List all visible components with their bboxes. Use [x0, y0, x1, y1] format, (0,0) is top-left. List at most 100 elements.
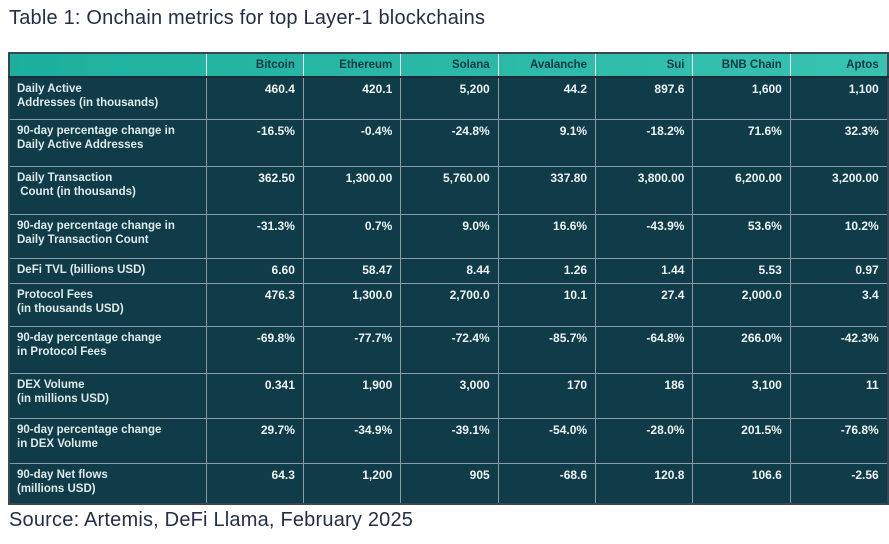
metric-cell: 5.53	[692, 257, 791, 284]
metric-cell: 3,100	[692, 372, 791, 419]
metric-cell: -0.4%	[302, 118, 402, 167]
row-label: DeFi TVL (billions USD)	[8, 257, 207, 284]
row-label-line: 90-day percentage change	[17, 423, 162, 436]
metric-cell: -2.56	[789, 462, 889, 505]
table-row: 90-day percentage change in Protocol Fees…	[8, 325, 889, 374]
row-label-line: Daily Transaction	[17, 171, 113, 184]
metric-cell: 1,600	[692, 76, 791, 120]
metric-cell: -69.8%	[205, 325, 304, 374]
metric-cell: 64.3	[205, 462, 304, 505]
table-row: 90-day percentage change in DEX Volume 29.…	[8, 417, 889, 464]
metric-cell: -76.8%	[789, 417, 889, 464]
metric-cell: 362.50	[205, 165, 304, 215]
metric-cell: 10.1	[497, 282, 597, 327]
metric-cell: 1,300.00	[302, 165, 402, 215]
metric-cell: 9.0%	[400, 213, 499, 259]
metric-cell: 2,700.0	[400, 282, 499, 327]
table-row: Daily Transaction Count (in thousands) 36…	[8, 165, 889, 215]
row-label-line: Daily Active	[17, 83, 82, 95]
row-label-line: 90-day percentage change in	[17, 124, 175, 137]
metric-cell: 0.341	[205, 372, 304, 419]
metric-cell: -34.9%	[302, 417, 402, 464]
column-header-avalanche: Avalanche	[497, 53, 596, 78]
row-label: 90-day percentage change in Daily Active …	[8, 118, 207, 167]
metric-cell: 1,200	[302, 462, 402, 505]
row-label-line: 90-day Net flows	[17, 468, 108, 481]
table-row: 90-day percentage change in Daily Transac…	[8, 213, 889, 259]
metric-cell: 29.7%	[205, 417, 304, 464]
table-row: DEX Volume (in millions USD) 0.341 1,900 3,0…	[8, 372, 889, 419]
row-label: Protocol Fees (in thousands USD)	[8, 282, 207, 327]
metric-cell: 11	[789, 372, 889, 419]
metric-cell: 53.6%	[692, 213, 791, 259]
metric-cell: 10.2%	[789, 213, 889, 259]
metric-cell: 1,900	[302, 372, 402, 419]
metric-cell: 8.44	[400, 257, 499, 284]
column-header-bnb-chain: BNB Chain	[692, 53, 791, 78]
metric-cell: 3,000	[400, 372, 499, 419]
row-label: 90-day Net flows (millions USD)	[8, 462, 207, 505]
table-row: 90-day percentage change in Daily Active …	[8, 118, 889, 167]
metric-cell: 5,200	[400, 76, 499, 120]
row-label-line: (in millions USD)	[17, 392, 109, 405]
metric-cell: 1.26	[497, 257, 597, 284]
row-label-line: 90-day percentage change	[17, 331, 162, 344]
metric-cell: 897.6	[595, 76, 694, 120]
row-label: 90-day percentage change in DEX Volume	[8, 417, 207, 464]
column-header-sui: Sui	[595, 53, 693, 78]
row-label-line: Protocol Fees	[17, 288, 94, 301]
table-row: Daily Active Addresses (in thousands) 460.…	[8, 76, 889, 120]
header-row: Bitcoin Ethereum Solana Avalanche Sui BNB Cha…	[9, 53, 888, 78]
column-header-bitcoin: Bitcoin	[205, 53, 304, 78]
metric-cell: 476.3	[205, 282, 304, 327]
metric-cell: 3,200.00	[789, 165, 889, 215]
source-caption: Source: Artemis, DeFi Llama, February 20…	[9, 509, 414, 531]
row-label-line: 90-day percentage change in	[17, 219, 175, 232]
row-label-line: DEX Volume	[17, 378, 85, 391]
row-label-line: Addresses (in thousands)	[17, 97, 159, 109]
metric-cell: 106.6	[692, 462, 791, 505]
column-header-solana: Solana	[400, 53, 499, 78]
table-title: Table 1: Onchain metrics for top Layer-1…	[9, 7, 486, 29]
metric-cell: -54.0%	[497, 417, 597, 464]
metric-cell: -18.2%	[595, 118, 694, 167]
metric-cell: 5,760.00	[400, 165, 499, 215]
metric-cell: 120.8	[595, 462, 694, 505]
table-body: Daily Active Addresses (in thousands) 460.…	[8, 76, 889, 505]
row-label-line: Daily Transaction Count	[17, 233, 149, 246]
metric-cell: 6.60	[205, 257, 304, 284]
metric-cell: 201.5%	[692, 417, 791, 464]
metric-cell: -39.1%	[400, 417, 499, 464]
metric-cell: 32.3%	[789, 118, 889, 167]
metric-cell: 266.0%	[692, 325, 791, 374]
metric-cell: 1,300.0	[302, 282, 402, 327]
row-label: Daily Transaction Count (in thousands)	[8, 165, 207, 215]
metric-cell: -42.3%	[789, 325, 889, 374]
table-row: 90-day Net flows (millions USD) 64.3 1,200 9…	[8, 462, 889, 505]
metric-cell: -24.8%	[400, 118, 499, 167]
metric-cell: 3.4	[789, 282, 889, 327]
metric-cell: 905	[400, 462, 499, 505]
metric-cell: -68.6	[497, 462, 597, 505]
metrics-table: Bitcoin Ethereum Solana Avalanche Sui BNB Cha…	[8, 52, 889, 505]
row-label: DEX Volume (in millions USD)	[8, 372, 207, 419]
metric-cell: 1.44	[595, 257, 694, 284]
metric-cell: -77.7%	[302, 325, 402, 374]
row-label: 90-day percentage change in Daily Transac…	[8, 213, 207, 259]
metric-cell: 2,000.0	[692, 282, 791, 327]
metric-cell: 337.80	[497, 165, 597, 215]
metric-cell: 0.7%	[302, 213, 402, 259]
table-row: Protocol Fees (in thousands USD) 476.3 1,30…	[8, 282, 889, 327]
row-label-line: Count (in thousands)	[17, 185, 136, 198]
metric-cell: -64.8%	[595, 325, 694, 374]
metric-cell: 6,200.00	[692, 165, 791, 215]
row-label: Daily Active Addresses (in thousands)	[8, 76, 207, 120]
metric-cell: 170	[497, 372, 597, 419]
column-header-ethereum: Ethereum	[302, 53, 401, 78]
metric-cell: -85.7%	[497, 325, 597, 374]
metric-cell: -28.0%	[595, 417, 694, 464]
metric-cell: 3,800.00	[595, 165, 694, 215]
row-label-line: (in thousands USD)	[17, 302, 124, 315]
metric-cell: 420.1	[302, 76, 402, 120]
